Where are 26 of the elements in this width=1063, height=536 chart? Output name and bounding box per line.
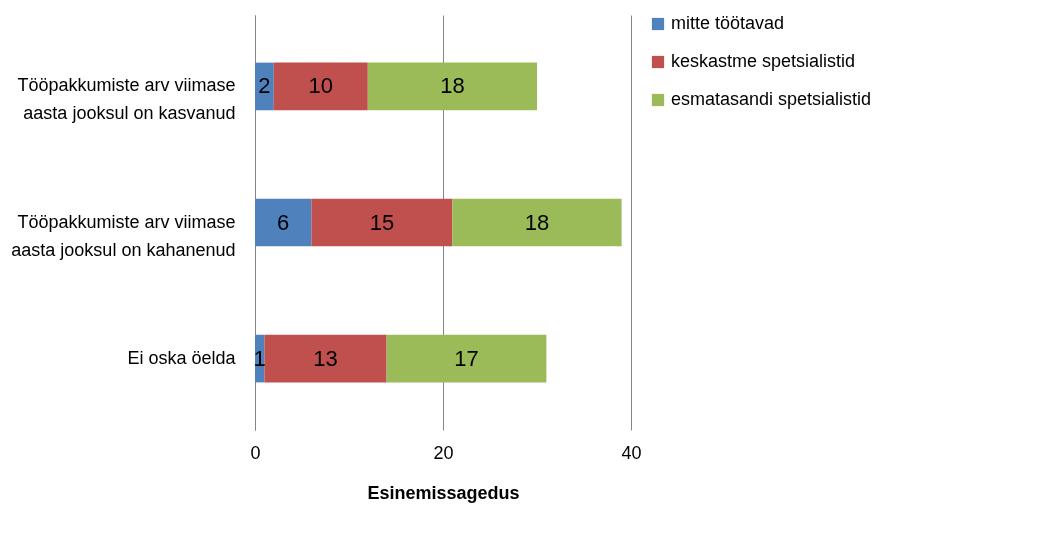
y-tick-label: Tööpakkumiste arv viimase aasta jooksul on kasvanud: [17, 75, 236, 124]
legend-label: keskastme spetsialistid: [671, 51, 856, 71]
x-axis-title: Esinemissagedus: [367, 482, 520, 503]
bar: [386, 334, 547, 383]
bar: [264, 334, 387, 383]
y-tick-label: Tööpakkumiste arv viimase aasta jooksul on kahanenud: [11, 211, 236, 260]
data-label: 13: [313, 345, 338, 371]
data-label: 17: [454, 345, 479, 371]
bar: [367, 62, 537, 111]
bar: [255, 198, 312, 247]
legend-label: esmatasandi spetsialistid: [671, 89, 872, 109]
data-label: 18: [440, 73, 465, 99]
bar: [273, 62, 368, 111]
data-label: 10: [308, 73, 334, 99]
data-label: 18: [524, 209, 550, 235]
bar: [311, 198, 453, 247]
data-label: 15: [369, 209, 395, 235]
x-tick-label: 0: [250, 442, 261, 463]
data-label: 2: [258, 73, 271, 99]
x-tick-label: 20: [433, 442, 454, 463]
data-label: 6: [277, 209, 290, 235]
legend-label: mitte töötavad: [671, 13, 785, 33]
bar: [452, 198, 622, 247]
x-tick-label: 40: [621, 442, 642, 463]
bar: [255, 62, 274, 111]
y-tick-label: Ei oska öelda: [127, 347, 237, 368]
